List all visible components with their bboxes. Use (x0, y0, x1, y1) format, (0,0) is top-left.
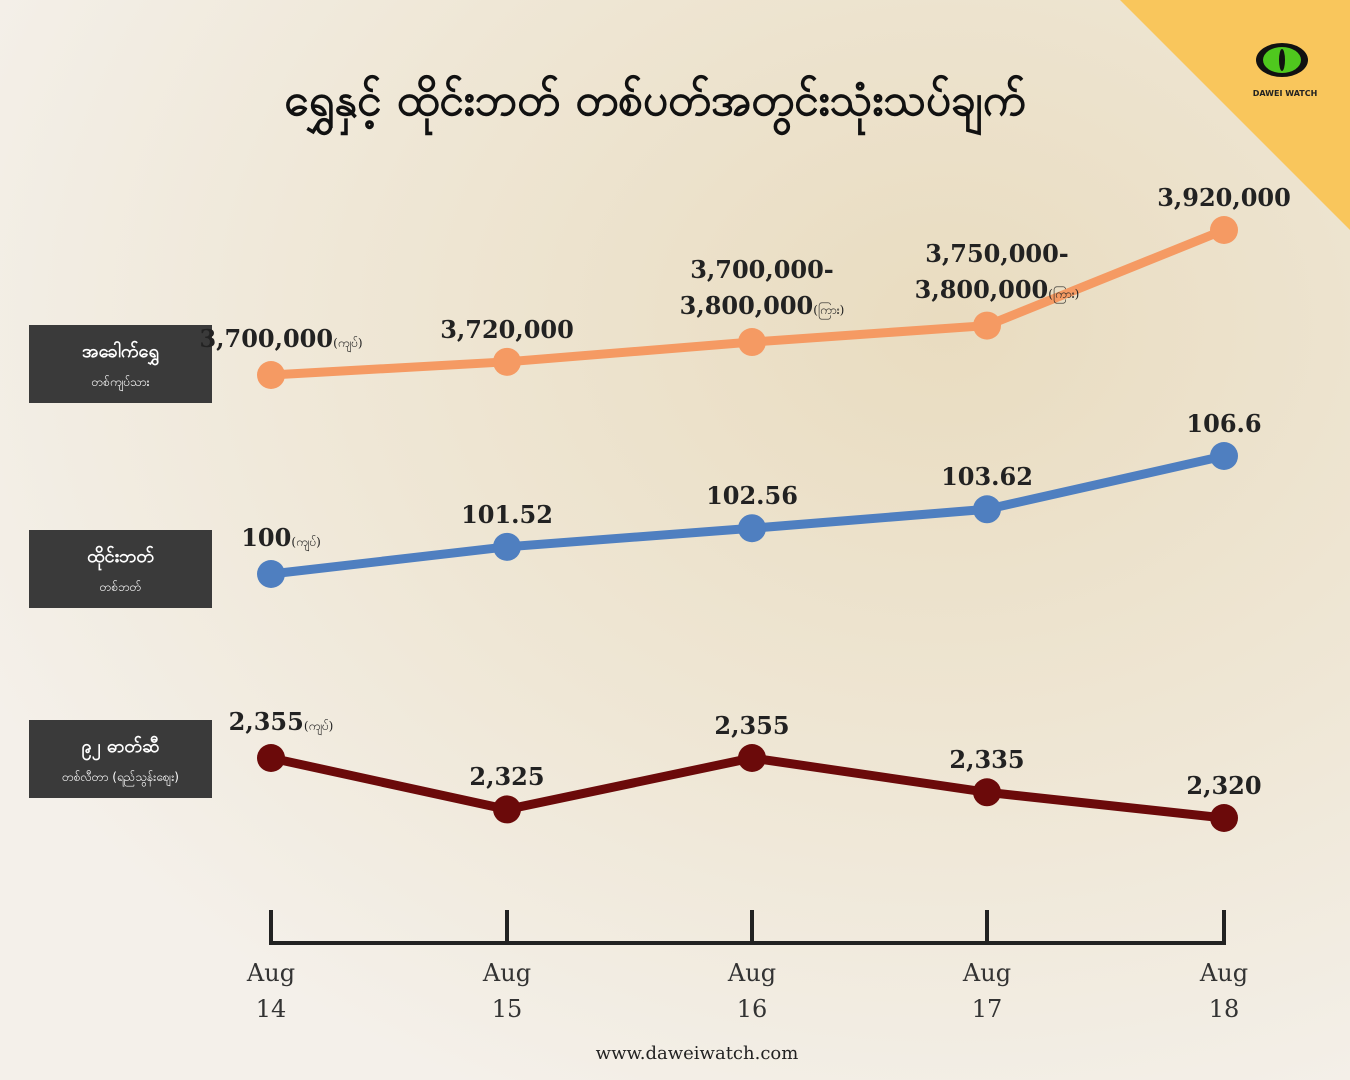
value-text: 3,700,000 (199, 324, 334, 353)
value-text: 3,700,000-3,800,000 (679, 255, 834, 321)
value-label: 100(ကျပ်) (181, 520, 381, 560)
data-point (493, 347, 521, 376)
value-text: 2,355 (228, 707, 304, 736)
value-text: 2,320 (1186, 771, 1262, 800)
value-label: 2,355(ကျပ်) (181, 704, 381, 744)
value-note: (ကျပ်) (291, 535, 321, 549)
series-unit: တစ်ကျပ်သား (91, 375, 150, 389)
data-point (493, 795, 521, 824)
value-text: 2,355 (714, 711, 790, 740)
data-point (738, 744, 766, 772)
title: ရွှေနှင့် ထိုင်းဘတ် တစ်ပတ်အတွင်းသုံးသပ်ခ… (284, 75, 1026, 137)
value-text: 102.56 (706, 481, 798, 511)
value-text: 106.6 (1186, 409, 1262, 438)
x-tick-label: Aug 17 (962, 959, 1012, 1023)
series-name: အခေါက်ရွှေ (82, 341, 159, 362)
value-label: 3,720,000 (407, 312, 607, 348)
value-text: 3,750,000-3,800,000 (914, 238, 1069, 304)
value-label: 101.52 (407, 497, 607, 533)
value-text: 3,720,000 (440, 314, 574, 344)
data-point (738, 328, 766, 357)
series-name: ၉၂ ဓာတ်ဆီ (81, 736, 160, 757)
logo-text: DAWEI WATCH (1253, 89, 1318, 98)
data-point (1210, 442, 1238, 470)
value-label: 3,750,000-3,800,000(ကြား) (897, 236, 1097, 312)
x-tick-label: Aug 18 (1199, 959, 1249, 1023)
series-label: အခေါက်ရွှေတစ်ကျပ်သား (29, 325, 212, 403)
data-point (973, 311, 1001, 340)
value-label: 3,700,000-3,800,000(ကြား) (662, 252, 862, 328)
data-point (257, 361, 285, 389)
value-note: (ကြား) (1048, 286, 1080, 301)
logo-pupil (1279, 49, 1285, 71)
value-note: (ကြား) (813, 303, 845, 318)
series-label: ၉၂ ဓာတ်ဆီတစ်လီတာ (ရည်သွန်းဈေး) (29, 720, 212, 798)
x-tick-label: Aug 14 (246, 959, 296, 1023)
footer: www.daweiwatch.com (596, 1043, 799, 1064)
series-unit: တစ်လီတာ (ရည်သွန်းဈေး) (62, 770, 179, 784)
data-point (1210, 216, 1238, 244)
value-label: 2,335 (887, 742, 1087, 778)
value-text: 3,920,000 (1157, 183, 1291, 212)
data-point (493, 532, 521, 561)
value-label: 3,700,000(ကျပ်) (181, 321, 381, 361)
value-text: 101.52 (461, 499, 553, 529)
value-label: 102.56 (652, 478, 852, 514)
value-label: 2,320 (1124, 768, 1324, 804)
series-unit: တစ်ဘတ် (99, 580, 142, 594)
data-point (738, 514, 766, 543)
data-point (973, 495, 1001, 524)
data-point (257, 744, 285, 772)
value-label: 103.62 (887, 459, 1087, 495)
value-label: 2,325 (407, 759, 607, 795)
value-note: (ကျပ်) (333, 336, 363, 350)
value-note: (ကျပ်) (303, 719, 334, 733)
data-point (257, 560, 285, 588)
series-name: ထိုင်းဘတ် (87, 546, 154, 567)
series-label: ထိုင်းဘတ်တစ်ဘတ် (29, 530, 212, 608)
value-text: 100 (241, 523, 292, 552)
x-tick-label: Aug 15 (482, 959, 532, 1023)
data-point (1210, 804, 1238, 832)
data-point (973, 778, 1001, 807)
x-tick-label: Aug 16 (727, 959, 777, 1023)
value-label: 3,920,000 (1124, 180, 1324, 216)
value-text: 2,335 (949, 745, 1025, 775)
value-text: 103.62 (941, 462, 1033, 492)
value-label: 106.6 (1124, 406, 1324, 442)
value-label: 2,355 (652, 708, 852, 744)
value-text: 2,325 (469, 762, 545, 792)
